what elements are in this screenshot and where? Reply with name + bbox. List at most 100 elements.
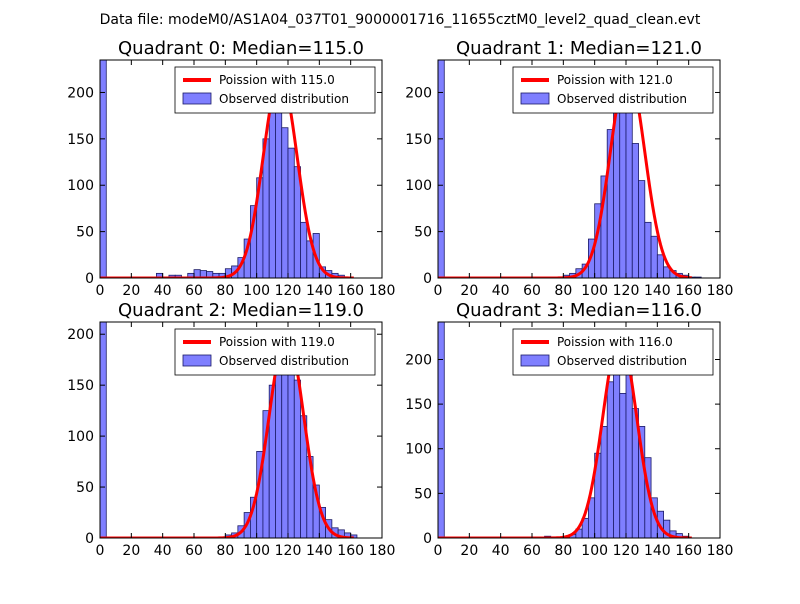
quadrant-0-panel: 0 20 40 60 80 100 120 140 160 180 0 50 100 150 200 Quad…: [67, 38, 395, 299]
x-tick-label: 120: [275, 543, 302, 559]
y-tick-label: 200: [405, 85, 432, 101]
x-tick-label: 80: [216, 543, 234, 559]
histogram-bar: [438, 322, 445, 538]
x-tick-label: 60: [185, 543, 203, 559]
panel-title: Quadrant 1: Median=121.0: [456, 38, 702, 59]
histogram-bar: [438, 60, 445, 278]
x-tick-label: 100: [243, 283, 270, 299]
axes-frame: [437, 321, 721, 539]
histogram-bar: [631, 143, 639, 278]
legend-bar-label: Observed distribution: [219, 354, 349, 368]
histogram-bar: [656, 254, 665, 278]
x-tick-label: 40: [492, 283, 510, 299]
legend: Poission with 121.0 Observed distribution: [512, 66, 714, 114]
y-tick-label: 50: [76, 225, 94, 241]
x-tick-label: 40: [154, 543, 172, 559]
y-tick-label: 150: [405, 132, 432, 148]
x-tick-label: 140: [306, 543, 333, 559]
quadrant-2-panel: 0 20 40 60 80 100 120 140 160 180 0 50 100 150 200 Quad…: [67, 300, 395, 559]
x-tick-label: 80: [554, 283, 572, 299]
legend-bar-label: Observed distribution: [557, 354, 687, 368]
x-tick-label: 140: [644, 283, 671, 299]
y-tick-label: 200: [67, 85, 94, 101]
y-tick-label: 50: [76, 480, 94, 496]
panel-title: Quadrant 2: Median=119.0: [118, 300, 364, 321]
legend: Poission with 116.0 Observed distribution: [512, 328, 714, 376]
x-tick-label: 120: [613, 543, 640, 559]
x-tick-label: 160: [337, 543, 364, 559]
y-tick-label: 200: [405, 352, 432, 368]
y-tick-label: 50: [414, 486, 432, 502]
quadrant-3-panel: 0 20 40 60 80 100 120 140 160 180 0 50 100 150 200 Quad…: [405, 300, 733, 559]
x-tick-label: 140: [644, 543, 671, 559]
x-tick-label: 0: [96, 283, 105, 299]
x-tick-label: 120: [275, 283, 302, 299]
histogram-bar: [650, 235, 658, 278]
histogram-bar: [275, 359, 283, 538]
y-tick-label: 150: [405, 397, 432, 413]
histogram-bar: [275, 93, 283, 278]
x-tick-label: 160: [675, 283, 702, 299]
x-tick-label: 180: [369, 543, 396, 559]
x-tick-label: 180: [369, 283, 396, 299]
histogram-bar: [644, 221, 652, 278]
legend-bar-swatch: [520, 354, 550, 367]
histogram-bar: [287, 147, 295, 278]
x-tick-label: 60: [523, 283, 541, 299]
legend-line-label: Poission with 115.0: [219, 73, 335, 87]
x-tick-label: 180: [707, 543, 734, 559]
axes-frame: [99, 321, 383, 539]
histogram-bar: [293, 379, 301, 538]
x-tick-label: 80: [216, 283, 234, 299]
y-tick-label: 150: [67, 132, 94, 148]
legend-box: [174, 328, 376, 376]
x-tick-label: 60: [185, 283, 203, 299]
legend-box: [174, 66, 376, 114]
x-tick-label: 40: [154, 283, 172, 299]
histogram-bar: [300, 221, 308, 278]
legend: Poission with 115.0 Observed distribution: [174, 66, 376, 114]
x-tick-label: 20: [122, 543, 140, 559]
x-tick-label: 20: [460, 543, 478, 559]
legend-bar-label: Observed distribution: [557, 92, 687, 106]
poisson-fit-line: [438, 335, 692, 538]
histogram-bar: [625, 87, 633, 278]
x-tick-label: 120: [613, 283, 640, 299]
y-tick-label: 0: [423, 271, 432, 287]
histogram-bar: [281, 127, 289, 278]
axes-frame: [437, 59, 721, 279]
poisson-fit-line: [100, 74, 354, 278]
histogram-bars: [100, 322, 358, 538]
legend: Poission with 119.0 Observed distribution: [174, 328, 376, 376]
histogram-bar: [619, 110, 627, 278]
histogram-bar: [100, 322, 107, 538]
legend-bar-label: Observed distribution: [219, 92, 349, 106]
y-tick-label: 0: [85, 531, 94, 547]
legend-bar-swatch: [182, 92, 212, 105]
histogram-bar: [268, 110, 276, 278]
x-tick-label: 160: [675, 543, 702, 559]
legend-box: [512, 328, 714, 376]
x-tick-label: 0: [434, 543, 443, 559]
panel-title: Quadrant 3: Median=116.0: [456, 300, 702, 321]
histogram-bar: [619, 392, 627, 538]
histogram-bar: [100, 60, 107, 278]
y-tick-label: 150: [67, 378, 94, 394]
legend-bar-swatch: [520, 92, 550, 105]
panel-title: Quadrant 0: Median=115.0: [118, 38, 364, 59]
histogram-bars: [438, 60, 702, 278]
x-tick-label: 100: [581, 283, 608, 299]
histogram-bar: [287, 349, 295, 538]
x-tick-label: 100: [581, 543, 608, 559]
legend-box: [512, 66, 714, 114]
y-tick-label: 200: [67, 327, 94, 343]
legend-line-label: Poission with 119.0: [219, 335, 335, 349]
x-tick-label: 0: [96, 543, 105, 559]
y-tick-label: 0: [85, 271, 94, 287]
x-tick-label: 60: [523, 543, 541, 559]
x-tick-label: 160: [337, 283, 364, 299]
x-tick-label: 80: [554, 543, 572, 559]
y-tick-label: 50: [414, 225, 432, 241]
